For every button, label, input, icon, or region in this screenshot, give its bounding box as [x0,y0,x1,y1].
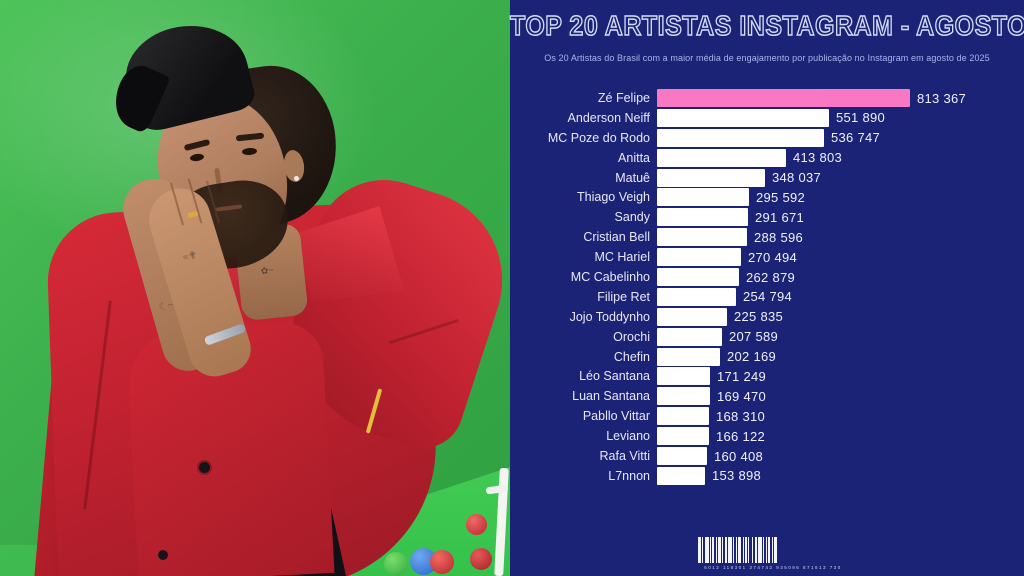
bar-label: Thiago Veigh [577,190,650,205]
bar-label: Anitta [618,150,650,165]
chart-row: Luan Santana 169 470 [510,387,1024,406]
chart-row: Chefin 202 169 [510,347,1024,366]
bar [657,447,707,466]
bar-label: Cristian Bell [583,230,650,245]
bar [657,466,705,485]
chart-row: Zé Felipe 813 367 [510,89,1024,107]
earring [294,176,299,181]
bar-value: 225 835 [734,309,784,325]
bar [657,367,710,386]
bar [657,248,741,267]
jacket-button [158,550,168,560]
red-ball [470,548,492,570]
bar-value: 169 470 [717,388,767,404]
chart-row: Pabllo Vittar 168 310 [510,407,1024,426]
chart-row: MC Poze do Rodo 536 747 [510,128,1024,147]
bar-label: MC Cabelinho [570,270,650,285]
chart-row: Anderson Neiff 551 890 [510,108,1024,127]
bar [657,287,736,306]
bar [657,108,829,127]
bar-value: 291 671 [755,209,805,225]
barcode-digits: 6012 118301 374742 935096 871613 730 [704,565,842,570]
neck-tattoo: ✿﻿~ [260,264,275,277]
bar-value: 413 803 [793,150,843,166]
bar-label: Leviano [606,429,650,444]
bar [657,387,710,406]
bar-value: 348 037 [772,170,822,186]
barcode [698,537,848,563]
bar [657,347,720,366]
bar-label: Zé Felipe [597,91,650,105]
bar [657,427,709,446]
bar-label: Matuê [615,170,650,185]
chart-row: MC Hariel 270 494 [510,248,1024,267]
red-ball [430,550,454,574]
bar-value: 288 596 [754,229,804,245]
chart-row: Thiago Veigh 295 592 [510,188,1024,207]
bar-value: 551 890 [836,110,886,126]
bar-value: 270 494 [748,249,798,265]
bar [657,307,727,326]
bar-value: 207 589 [729,329,779,345]
chart-row: Rafa Vitti 160 408 [510,447,1024,466]
bar-value: 254 794 [743,289,793,305]
bar-value: 166 122 [716,428,766,444]
chart-row: Cristian Bell 288 596 [510,228,1024,247]
bar-value: 171 249 [717,368,767,384]
bar-value: 160 408 [714,448,764,464]
chart-row: Jojo Toddynho 225 835 [510,307,1024,326]
bar [657,188,749,207]
bar-label: Anderson Neiff [567,110,650,125]
bar-value: 262 879 [746,269,796,285]
bar-label: Luan Santana [572,389,650,404]
bar-value: 813 367 [917,90,967,106]
chart-row: Matuê 348 037 [510,168,1024,187]
chart-title: TOP 20 ARTISTAS INSTAGRAM - AGOSTO [509,10,1024,43]
chart-row: Léo Santana 171 249 [510,367,1024,386]
red-ball [466,514,487,535]
bar-label: Jojo Toddynho [569,309,650,324]
chart-row: Sandy 291 671 [510,208,1024,227]
bar-value: 168 310 [716,408,766,424]
bar-value: 295 592 [756,189,806,205]
bar [657,407,709,426]
bar-label: Sandy [614,210,650,225]
bar [657,228,747,247]
chart-row: Orochi 207 589 [510,327,1024,346]
bar [657,327,722,346]
chart-row: Anitta 413 803 [510,148,1024,167]
bar-label: Orochi [613,329,650,344]
bar [657,128,824,147]
bar [657,268,739,287]
bar-label: Chefin [613,349,650,364]
bar-label: MC Poze do Rodo [547,130,650,145]
photo-panel: QUADRO CREATI ✿﻿~ ≈✟ ☾~ [0,0,510,576]
chart-row: Filipe Ret 254 794 [510,287,1024,306]
bar [657,148,786,167]
chart-subtitle: Os 20 Artistas do Brasil com a maior méd… [544,53,990,63]
bar-label: Rafa Vitti [599,449,651,464]
bar-value: 153 898 [712,468,762,484]
green-ball [384,552,408,576]
bar-value: 202 169 [727,349,777,365]
bar [657,168,765,187]
jacket-button [199,462,210,473]
bar-label: MC Hariel [594,250,650,265]
bar-label: Léo Santana [579,369,650,384]
chart-row: L7nnon 153 898 [510,466,1024,485]
bar-label: L7nnon [608,468,650,483]
bar-rows: Zé Felipe 813 367 Anderson Neiff 551 890… [510,89,1024,487]
bar [657,208,748,227]
bar-label: Filipe Ret [597,289,650,304]
chart-row: Leviano 166 122 [510,427,1024,446]
bar-value: 536 747 [831,130,881,146]
chart-panel: TOP 20 ARTISTAS INSTAGRAM - AGOSTO Os 20… [509,0,1024,576]
chart-row: MC Cabelinho 262 879 [510,268,1024,287]
bar [657,89,910,107]
bar-label: Pabllo Vittar [582,409,650,424]
